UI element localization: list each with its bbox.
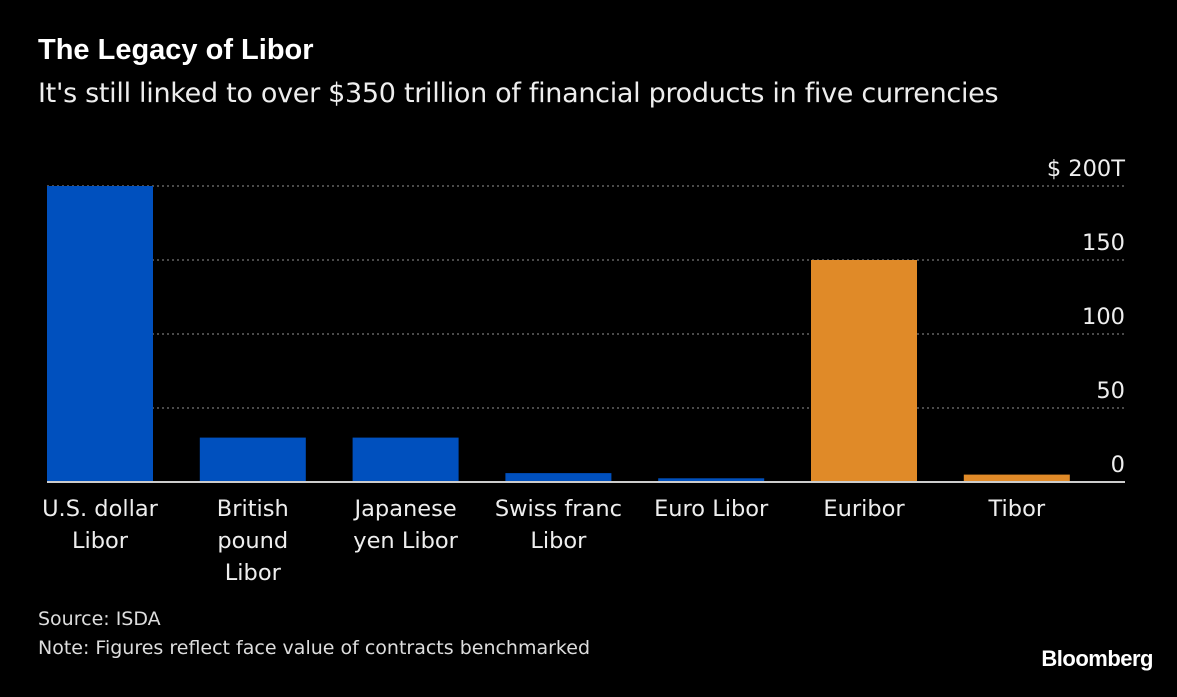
footnote: Note: Figures reflect face value of cont… — [38, 637, 591, 659]
bar — [47, 186, 153, 482]
x-tick-label: Euro Libor — [654, 496, 769, 522]
x-tick-label: Tibor — [987, 496, 1045, 522]
bar — [963, 474, 1070, 482]
bar — [352, 437, 459, 482]
bar — [199, 437, 306, 482]
chart-title: The Legacy of Libor — [38, 34, 314, 66]
y-tick-label: 0 — [1111, 452, 1125, 478]
chart-subtitle: It's still linked to over $350 trillion … — [38, 78, 999, 109]
source-note: Source: ISDA — [38, 608, 161, 630]
x-tick-label: U.S. dollar — [42, 496, 159, 522]
bar — [811, 260, 917, 482]
x-tick-label: Euribor — [823, 496, 905, 522]
bar — [505, 473, 612, 482]
y-tick-label: 150 — [1082, 230, 1125, 256]
y-tick-label: 100 — [1082, 304, 1125, 330]
x-tick-label: British — [217, 496, 289, 522]
x-tick-label: Japanese — [353, 496, 457, 522]
bar — [658, 478, 765, 482]
x-tick-label: yen Libor — [353, 528, 458, 554]
x-tick-label: Libor — [530, 528, 587, 554]
x-tick-label: Libor — [225, 560, 282, 586]
x-tick-label: Swiss franc — [495, 496, 622, 522]
x-tick-label: pound — [217, 528, 288, 554]
x-tick-label: Libor — [72, 528, 129, 554]
y-tick-label: 50 — [1096, 378, 1125, 404]
y-tick-label: $ 200T — [1047, 156, 1125, 182]
bloomberg-logo: Bloomberg — [1041, 646, 1153, 671]
